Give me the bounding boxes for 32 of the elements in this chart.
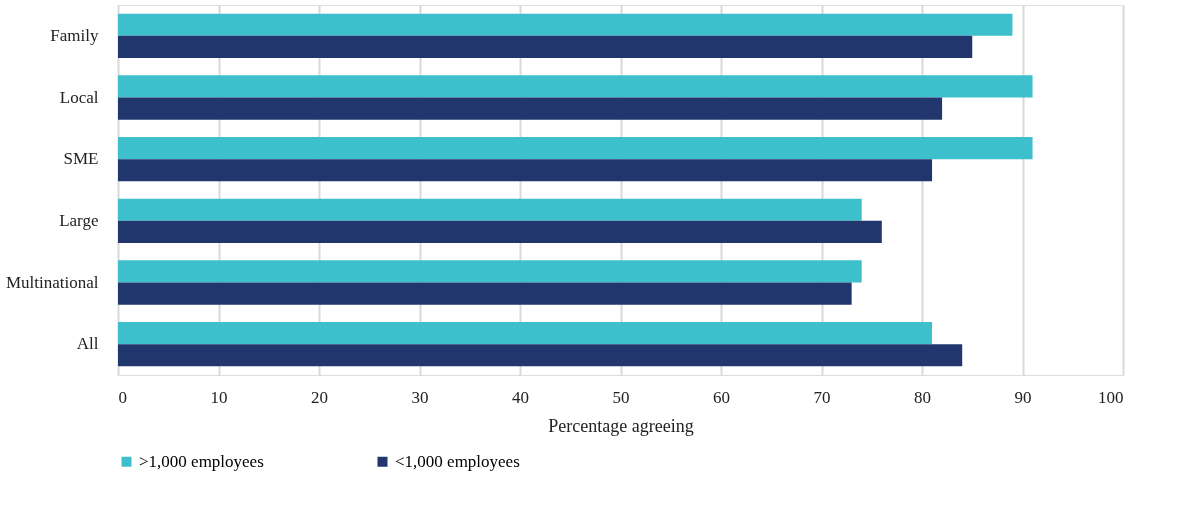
y-tick-label: Large bbox=[59, 210, 99, 230]
x-axis-title: Percentage agreeing bbox=[548, 415, 694, 436]
y-tick-label: Local bbox=[59, 87, 99, 107]
x-tick-label: 20 bbox=[311, 387, 328, 407]
bar bbox=[118, 344, 963, 367]
legend-label: <1,000 employees bbox=[395, 451, 520, 471]
x-tick-label: 90 bbox=[1014, 387, 1032, 407]
bar bbox=[118, 13, 1013, 36]
bar bbox=[118, 198, 862, 221]
y-tick-label: All bbox=[76, 334, 99, 354]
y-tick-label: SME bbox=[63, 149, 99, 169]
bar bbox=[118, 282, 852, 305]
bar bbox=[118, 97, 943, 120]
x-tick-label: 100 bbox=[1098, 387, 1124, 407]
x-tick-label: 50 bbox=[612, 387, 630, 407]
y-tick-label: Multinational bbox=[5, 272, 99, 292]
bar bbox=[118, 321, 933, 345]
bar bbox=[118, 260, 862, 283]
x-tick-label: 80 bbox=[914, 387, 931, 407]
bar bbox=[118, 35, 973, 59]
bar bbox=[118, 220, 882, 244]
x-tick-label: 70 bbox=[813, 387, 831, 407]
x-tick-label: 30 bbox=[411, 387, 429, 407]
x-tick-label: 0 bbox=[118, 387, 127, 407]
x-tick-label: 60 bbox=[713, 387, 730, 407]
x-tick-label: 10 bbox=[210, 387, 228, 407]
legend-label: >1,000 employees bbox=[139, 451, 264, 471]
x-tick-label: 40 bbox=[512, 387, 529, 407]
bar bbox=[118, 159, 933, 182]
y-tick-label: Family bbox=[50, 25, 99, 45]
bar bbox=[118, 75, 1033, 98]
bar bbox=[118, 136, 1033, 160]
